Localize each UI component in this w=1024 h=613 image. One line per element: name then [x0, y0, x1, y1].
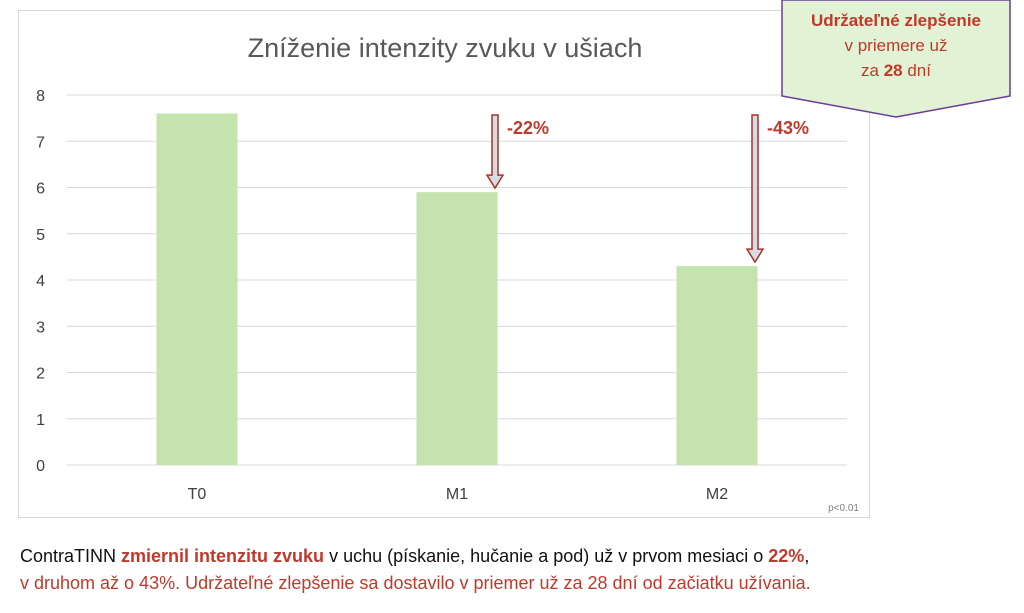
y-tick-label: 7: [36, 134, 45, 151]
y-tick-label: 1: [36, 412, 45, 429]
y-tick-label: 3: [36, 319, 45, 336]
bar-t0: [156, 113, 238, 465]
p-value-footnote: p<0.01: [828, 503, 859, 514]
callout-line-2: v priemere už: [844, 36, 948, 55]
bar-m2: [676, 266, 758, 465]
y-tick-label: 5: [36, 227, 45, 244]
callout-heading: Udržateľné zlepšenie: [811, 11, 981, 30]
summary-line-1: ContraTINN zmiernil intenzitu zvuku v uc…: [20, 546, 810, 566]
y-tick-label: 8: [36, 88, 45, 105]
chart-title: Zníženie intenzity zvuku v ušiach: [248, 33, 643, 63]
callout-box: [781, 0, 1011, 118]
bar-chart: Zníženie intenzity zvuku v ušiach 0 1 2 3 4 5…: [36, 33, 859, 514]
y-tick-label: 0: [36, 458, 45, 475]
down-arrow-icon: [745, 114, 765, 264]
y-tick-label: 6: [36, 181, 45, 198]
down-arrow-icon: [485, 114, 505, 190]
y-tick-label: 4: [36, 273, 45, 290]
x-tick-label: M2: [706, 486, 728, 503]
percent-drop-label: -43%: [767, 118, 809, 138]
bar-m1: [416, 192, 498, 465]
y-tick-label: 2: [36, 366, 45, 383]
percent-drop-label: -22%: [507, 118, 549, 138]
summary-line-2: v druhom až o 43%. Udržateľné zlepšenie …: [20, 573, 811, 593]
callout-text: Udržateľné zlepšenie v priemere už za 28…: [780, 8, 1012, 83]
summary-text: ContraTINN zmiernil intenzitu zvuku v uc…: [20, 543, 1010, 597]
x-tick-label: M1: [446, 486, 468, 503]
x-tick-label: T0: [188, 486, 207, 503]
chart-frame: Zníženie intenzity zvuku v ušiach 0 1 2 3 4 5…: [18, 10, 870, 518]
callout-line-3: za 28 dní: [861, 61, 931, 80]
